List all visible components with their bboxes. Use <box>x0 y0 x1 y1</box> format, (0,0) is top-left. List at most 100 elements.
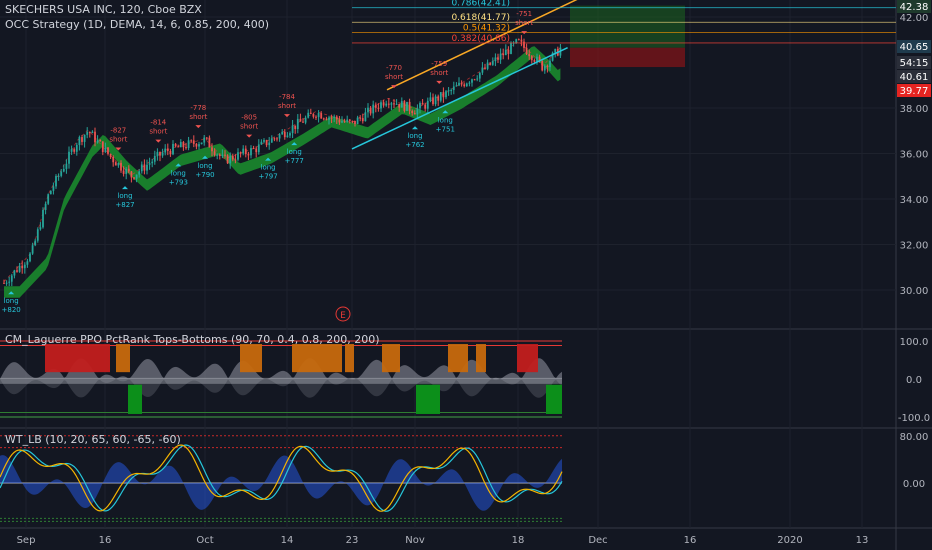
ppo-top-zone <box>476 344 486 373</box>
long-signal: long+777 <box>285 142 304 165</box>
candle <box>224 150 226 158</box>
candle <box>367 103 369 118</box>
candle <box>177 144 180 148</box>
svg-text:+797: +797 <box>258 173 277 181</box>
profit-zone[interactable] <box>570 5 685 48</box>
svg-text:short: short <box>515 19 533 27</box>
candle <box>185 142 187 150</box>
ppo-tick: -100.0 <box>898 413 930 424</box>
time-tick: 14 <box>281 535 294 546</box>
ppo-panel <box>0 340 562 418</box>
overlays: 0.786(42.41) 0.618(41.77)0.5(41.32)0.382(… <box>351 0 896 150</box>
candle <box>117 162 120 168</box>
earnings-event-label: E <box>340 311 346 321</box>
candle <box>60 169 63 178</box>
candle <box>426 97 429 114</box>
candle <box>437 94 440 106</box>
candle <box>473 78 476 81</box>
candle <box>138 169 141 178</box>
wt-line-slow <box>0 444 563 512</box>
channel-bottom-line[interactable] <box>351 47 568 150</box>
candle <box>291 120 294 139</box>
svg-text:-751: -751 <box>516 10 532 18</box>
svg-text:+777: +777 <box>285 157 304 165</box>
candle <box>359 115 362 122</box>
time-tick: Oct <box>196 535 213 546</box>
time-tick: 16 <box>684 535 697 546</box>
candle <box>406 101 408 112</box>
svg-text:short: short <box>430 69 448 77</box>
fib-label: 0.5(41.32) <box>463 23 510 33</box>
candle <box>101 141 104 156</box>
candle <box>421 99 424 105</box>
candle <box>380 100 382 113</box>
candle <box>229 152 232 169</box>
candle <box>114 161 117 166</box>
candle <box>551 51 554 62</box>
svg-text:-805: -805 <box>241 114 257 122</box>
candle <box>546 64 549 73</box>
candle <box>543 64 546 74</box>
candle <box>68 146 70 169</box>
candle <box>36 227 39 243</box>
svg-text:-778: -778 <box>190 104 206 112</box>
candle <box>328 115 330 125</box>
candle <box>294 125 297 134</box>
price-tick: 32.00 <box>900 241 929 252</box>
candle <box>195 142 198 150</box>
candle <box>255 146 258 158</box>
price-axis[interactable]: 30.00 32.00 34.00 36.00 38.00 42.00 100.0 0.0 -1… <box>897 0 931 490</box>
candle <box>411 109 414 116</box>
candle <box>205 137 208 141</box>
svg-text:long: long <box>117 192 132 200</box>
candle <box>156 148 159 161</box>
candle <box>369 105 372 116</box>
candle <box>528 49 531 60</box>
price-badge <box>897 0 931 13</box>
svg-text:long: long <box>407 132 422 140</box>
candle <box>390 101 393 111</box>
earnings-event-icon[interactable]: E <box>335 306 351 322</box>
candle <box>260 139 263 145</box>
time-tick: 13 <box>856 535 869 546</box>
candle <box>523 38 525 52</box>
candle <box>42 207 44 229</box>
candle <box>122 166 125 177</box>
ppo-tick: 0.0 <box>906 375 922 386</box>
candle <box>247 151 250 161</box>
candle <box>283 129 286 140</box>
candle <box>164 144 167 156</box>
candle <box>497 53 499 64</box>
candle <box>432 93 434 106</box>
time-axis[interactable]: Sep 16 Oct 14 23 Nov 18 Dec 16 2020 13 <box>17 535 869 546</box>
candle <box>192 135 195 148</box>
candle <box>151 158 154 168</box>
candle <box>338 115 341 125</box>
channel-top-line[interactable] <box>386 0 593 91</box>
candle <box>81 135 83 146</box>
candles <box>3 35 562 287</box>
candle <box>208 135 211 148</box>
candle <box>179 139 182 148</box>
time-tick: 16 <box>99 535 112 546</box>
svg-text:+793: +793 <box>169 178 188 186</box>
candle <box>302 118 304 123</box>
candle <box>304 115 307 125</box>
candle <box>94 127 96 147</box>
candle <box>218 153 221 160</box>
candle <box>88 131 91 138</box>
ichimoku-cloud <box>3 41 561 298</box>
svg-text:-814: -814 <box>150 119 166 127</box>
candle <box>231 153 234 162</box>
candle <box>143 159 146 175</box>
candle <box>153 150 156 165</box>
candle <box>471 78 473 87</box>
loss-zone[interactable] <box>570 47 685 68</box>
ppo-top-zone <box>448 344 468 373</box>
trade-signals: long+820long+827-827short-814shortlong+7… <box>2 10 534 314</box>
candle <box>333 114 336 123</box>
candle <box>447 87 450 96</box>
